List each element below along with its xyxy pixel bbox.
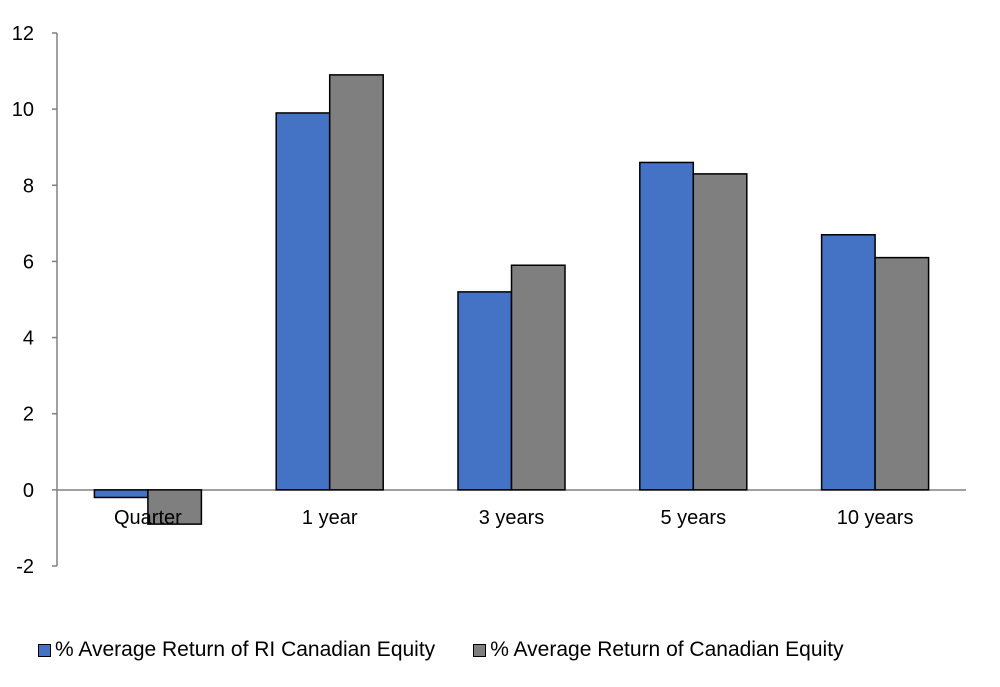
bar-series-1 bbox=[820, 234, 876, 491]
bar-series-2 bbox=[874, 256, 930, 491]
y-tick-label: 4 bbox=[23, 328, 34, 350]
legend-label-canadian-equity: % Average Return of Canadian Equity bbox=[490, 638, 844, 661]
legend-swatch-ri-canadian-equity bbox=[38, 643, 51, 657]
x-category-label: 3 years bbox=[479, 507, 545, 529]
bar-chart: -2 0 2 4 6 8 10 12 Quarter 1 year 3 years 5 years 1… bbox=[12, 23, 966, 578]
legend-item-ri-canadian-equity: % Average Return of RI Canadian Equity bbox=[38, 638, 435, 662]
legend: % Average Return of RI Canadian Equity %… bbox=[38, 638, 882, 662]
legend-swatch-canadian-equity bbox=[473, 643, 487, 657]
bar-series-1 bbox=[457, 291, 513, 491]
x-category-label: 10 years bbox=[837, 507, 914, 529]
bar-series-1 bbox=[275, 112, 331, 491]
legend-item-canadian-equity: % Average Return of Canadian Equity bbox=[473, 638, 844, 662]
bar-series-1 bbox=[639, 161, 695, 491]
y-tick-label: 8 bbox=[23, 175, 34, 197]
bar-series-1 bbox=[93, 489, 149, 499]
x-category-label: 1 year bbox=[302, 507, 358, 529]
bar-series-2 bbox=[147, 489, 203, 525]
bar-series-2 bbox=[510, 264, 566, 491]
y-tick-label: 0 bbox=[23, 480, 34, 502]
legend-label-ri-canadian-equity: % Average Return of RI Canadian Equity bbox=[55, 638, 436, 661]
y-tick-label: 10 bbox=[12, 99, 34, 121]
y-tick-label: 6 bbox=[23, 251, 34, 273]
y-tick-label: 2 bbox=[23, 404, 34, 426]
y-tick-label: 12 bbox=[12, 23, 34, 45]
x-category-label: Quarter bbox=[114, 507, 182, 529]
y-tick-label: -2 bbox=[16, 556, 34, 578]
x-category-label: 5 years bbox=[661, 507, 727, 529]
bar-series-2 bbox=[692, 173, 748, 491]
bar-series-2 bbox=[328, 74, 384, 491]
